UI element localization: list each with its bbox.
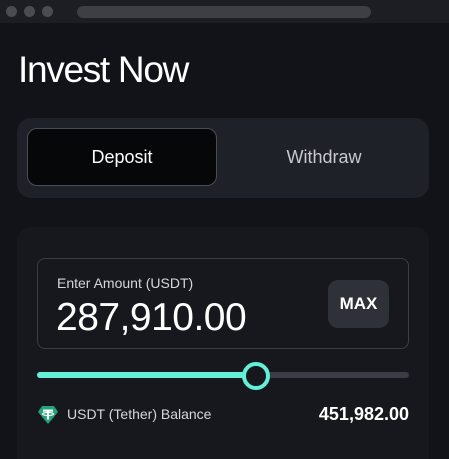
max-button[interactable]: MAX [328,280,389,328]
address-bar[interactable] [77,6,371,18]
balance-row: USDT (Tether) Balance 451,982.00 [37,403,409,427]
tab-deposit[interactable]: Deposit [27,128,217,186]
tab-withdraw[interactable]: Withdraw [286,146,362,167]
browser-bar [0,0,449,23]
amount-slider[interactable] [37,361,409,390]
amount-input[interactable]: Enter Amount (USDT) 287,910.00 MAX [37,258,409,349]
balance-label: USDT (Tether) Balance [67,406,212,422]
page-title: Invest Now [18,49,189,90]
deposit-withdraw-tabs: Deposit Withdraw [17,118,429,198]
tether-icon [37,404,59,426]
amount-value[interactable]: 287,910.00 [56,296,247,339]
window-dot [6,6,17,17]
balance-value: 451,982.00 [318,404,409,424]
window-dot [24,6,35,17]
window-dot [42,6,53,17]
slider-fill [37,372,256,378]
invest-card: Enter Amount (USDT) 287,910.00 MAX USDT … [17,227,429,459]
amount-label: Enter Amount (USDT) [57,275,194,291]
slider-thumb[interactable] [242,362,270,390]
